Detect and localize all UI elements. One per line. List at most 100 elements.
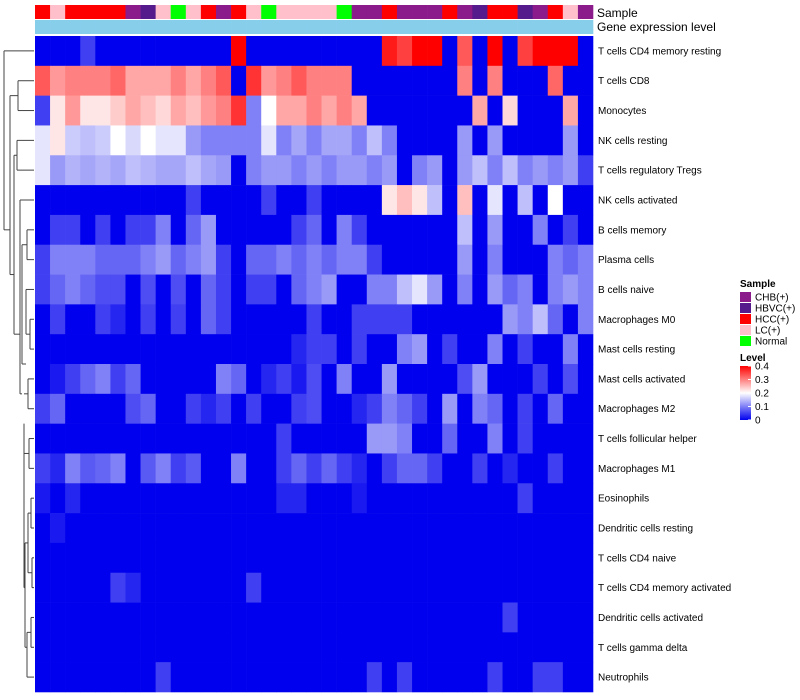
heatmap-cell xyxy=(396,513,413,544)
heatmap-cell xyxy=(547,572,564,603)
heatmap-cell xyxy=(170,513,187,544)
heatmap-cell xyxy=(562,274,579,305)
heatmap-cell xyxy=(562,602,579,633)
heatmap-cell xyxy=(65,304,81,335)
heatmap-cell xyxy=(442,542,458,574)
heatmap-cell xyxy=(261,304,277,335)
heatmap-cell xyxy=(532,95,549,126)
sample-cell xyxy=(50,5,66,19)
heatmap-cell xyxy=(577,572,594,603)
heatmap-cell xyxy=(336,155,353,186)
gene-expression-cell xyxy=(517,20,533,34)
heatmap-cell xyxy=(577,244,594,275)
heatmap-cell xyxy=(50,513,66,544)
sample-cell xyxy=(246,5,262,19)
heatmap-cell xyxy=(231,155,247,186)
heatmap-cell xyxy=(577,662,594,693)
sample-cell xyxy=(396,5,413,19)
heatmap-cell xyxy=(125,304,141,335)
heatmap-cell xyxy=(140,185,156,216)
heatmap-cell xyxy=(140,364,156,395)
heatmap-cell xyxy=(80,572,96,603)
heatmap-cell xyxy=(442,662,458,693)
heatmap-cell xyxy=(215,572,232,603)
heatmap-cell xyxy=(95,274,111,305)
heatmap-cell xyxy=(577,453,594,484)
gene-expression-cell xyxy=(50,20,66,34)
heatmap-cell xyxy=(547,95,564,126)
heatmap-cell xyxy=(291,125,307,156)
heatmap-cell xyxy=(396,632,413,663)
sample-annotation-label: Sample xyxy=(597,6,638,20)
heatmap-cell xyxy=(517,244,533,275)
heatmap-cell xyxy=(562,423,579,454)
heatmap-cell xyxy=(276,36,292,67)
heatmap-cell xyxy=(412,364,428,395)
heatmap-cell xyxy=(261,214,277,246)
heatmap-cell xyxy=(35,95,51,126)
sample-cell xyxy=(412,5,428,19)
heatmap-cell xyxy=(502,274,518,305)
heatmap-cell xyxy=(95,662,111,693)
heatmap-cell xyxy=(125,36,141,67)
heatmap-cell xyxy=(200,125,217,156)
heatmap-cell xyxy=(185,65,202,96)
heatmap-cell xyxy=(336,334,353,365)
row-label: Eosinophils xyxy=(598,494,649,505)
heatmap-cell xyxy=(442,65,458,96)
heatmap-cell xyxy=(321,453,337,484)
heatmap-cell xyxy=(140,453,156,484)
heatmap-cell xyxy=(457,453,473,484)
heatmap-cell xyxy=(517,334,533,365)
heatmap-cell xyxy=(427,214,443,246)
heatmap-cell xyxy=(351,65,368,96)
sample-cell xyxy=(140,5,156,19)
heatmap-cell xyxy=(532,662,549,693)
heatmap-cell xyxy=(366,95,383,126)
heatmap-cell xyxy=(110,304,126,335)
heatmap-cell xyxy=(562,453,579,484)
heatmap-cell xyxy=(125,572,141,603)
heatmap-cell xyxy=(50,542,66,574)
heatmap-cell xyxy=(336,364,353,395)
heatmap-cell xyxy=(381,65,398,96)
heatmap-cell xyxy=(351,364,368,395)
heatmap-cell xyxy=(351,95,368,126)
heatmap-cell xyxy=(170,334,187,365)
heatmap-cell xyxy=(457,185,473,216)
heatmap-cell xyxy=(532,214,549,246)
heatmap-cell xyxy=(231,393,247,424)
heatmap-cell xyxy=(246,423,262,454)
heatmap-cell xyxy=(517,95,533,126)
heatmap-cell xyxy=(65,274,81,305)
heatmap-cell xyxy=(170,393,187,424)
gene-expression-cell xyxy=(487,20,503,34)
row-label: Macrophages M2 xyxy=(598,404,676,415)
heatmap-cell xyxy=(261,423,277,454)
heatmap-cell xyxy=(65,602,81,633)
heatmap-cell xyxy=(457,334,473,365)
heatmap-cell xyxy=(381,274,398,305)
heatmap-cell xyxy=(140,542,156,574)
heatmap-cell xyxy=(50,572,66,603)
heatmap-cell xyxy=(396,304,413,335)
heatmap-cell xyxy=(366,364,383,395)
heatmap-cell xyxy=(261,513,277,544)
heatmap-cell xyxy=(381,542,398,574)
heatmap-cell xyxy=(321,304,337,335)
heatmap-cell xyxy=(472,393,488,424)
heatmap-cell xyxy=(427,65,443,96)
sample-cell xyxy=(321,5,337,19)
heatmap-cell xyxy=(487,364,503,395)
heatmap-cell xyxy=(351,513,368,544)
heatmap-cell xyxy=(231,36,247,67)
heatmap-cell xyxy=(140,214,156,246)
heatmap-cell xyxy=(215,542,232,574)
row-label: T cells CD8 xyxy=(598,76,650,87)
heatmap-cell xyxy=(487,393,503,424)
heatmap-cell xyxy=(276,214,292,246)
heatmap-cell xyxy=(336,572,353,603)
heatmap-cell xyxy=(231,95,247,126)
heatmap-cell xyxy=(532,483,549,514)
heatmap-cell xyxy=(50,453,66,484)
